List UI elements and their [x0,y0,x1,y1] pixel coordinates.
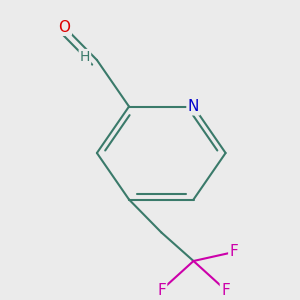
Text: H: H [80,50,90,64]
Text: F: F [230,244,238,260]
Text: F: F [157,283,166,298]
Text: N: N [188,99,199,114]
Text: O: O [58,20,70,34]
Text: F: F [221,283,230,298]
